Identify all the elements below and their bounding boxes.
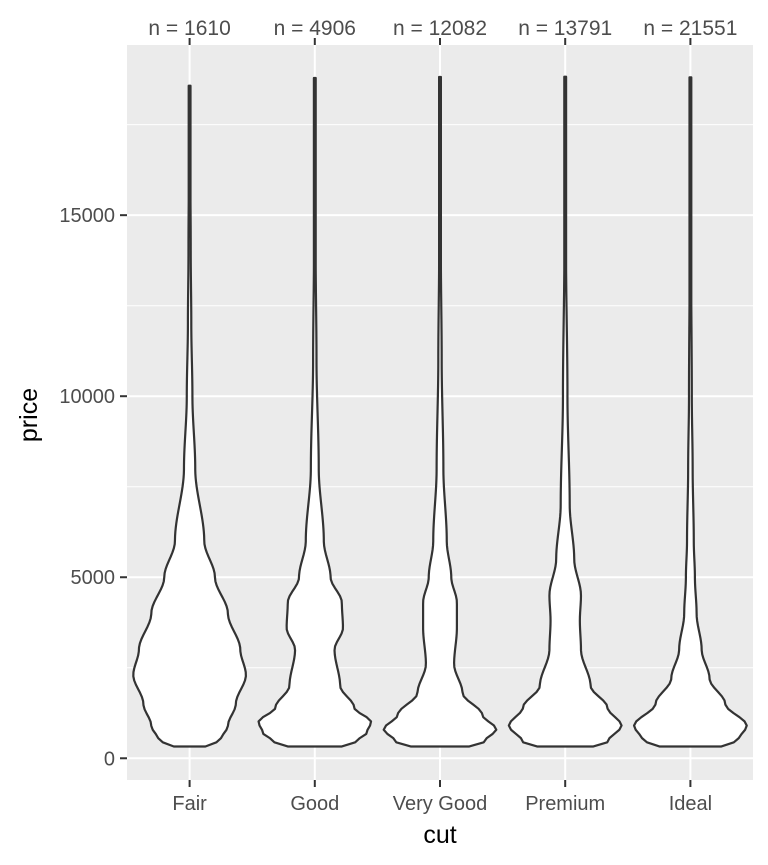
count-label: n = 13791 — [518, 17, 612, 40]
y-tick-label: 5000 — [71, 567, 116, 589]
axes: 0 5000 10000 15000 Fair n = 1610 Good n = 4906 V… — [59, 17, 737, 815]
x-tick-label: Good — [290, 793, 339, 815]
violin-good — [257, 76, 373, 748]
violin-ideal — [632, 76, 748, 748]
y-tick-label: 0 — [104, 748, 115, 770]
count-label: n = 21551 — [643, 17, 737, 40]
count-label: n = 4906 — [274, 17, 356, 40]
violin-very-good — [382, 75, 498, 748]
y-tick-label: 10000 — [59, 386, 115, 408]
count-label: n = 12082 — [393, 17, 487, 40]
x-tick-label: Fair — [172, 793, 207, 815]
y-tick-label: 15000 — [59, 205, 115, 227]
y-axis-title: price — [15, 388, 43, 442]
violin-premium — [507, 75, 623, 748]
violins — [132, 75, 748, 748]
x-axis-title: cut — [423, 821, 456, 849]
violin-fair — [132, 84, 247, 748]
x-tick-label: Very Good — [393, 793, 488, 815]
count-label: n = 1610 — [148, 17, 230, 40]
x-tick-label: Ideal — [669, 793, 712, 815]
x-tick-label: Premium — [525, 793, 605, 815]
